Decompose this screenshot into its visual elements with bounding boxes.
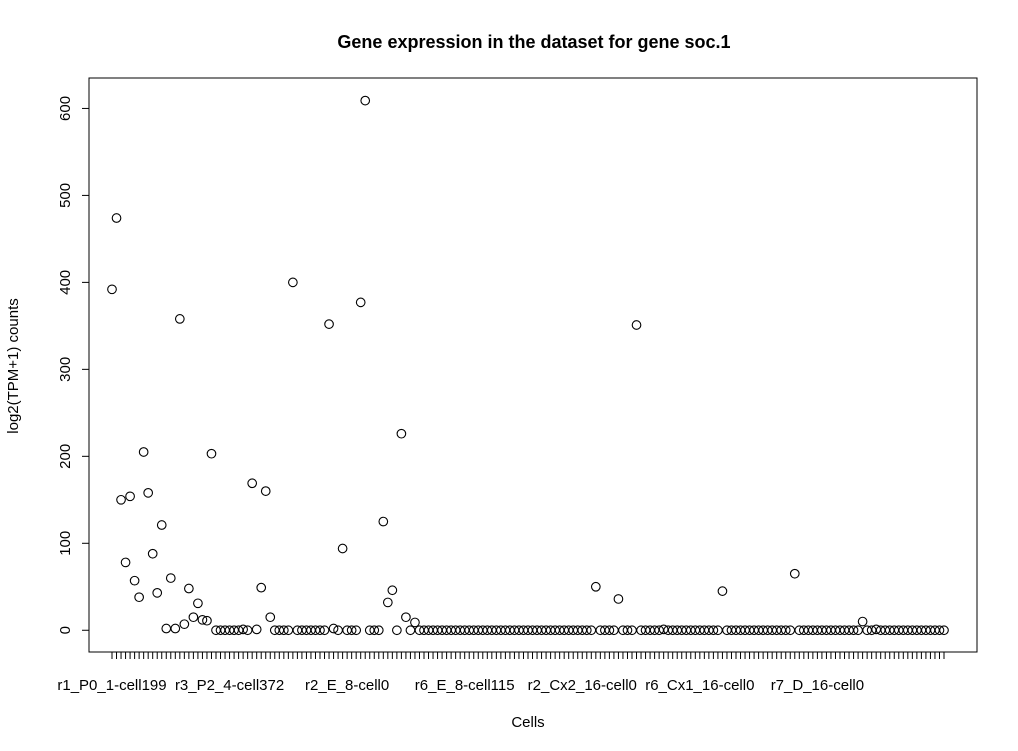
- data-point: [278, 625, 289, 636]
- data-point: [387, 585, 398, 596]
- data-point: [138, 447, 149, 457]
- y-tick-label: 300: [57, 357, 74, 382]
- data-point: [396, 428, 407, 439]
- data-point: [147, 548, 158, 559]
- data-point: [251, 624, 262, 635]
- plot-frame: [88, 77, 978, 653]
- data-point: [848, 625, 859, 636]
- data-point: [378, 516, 389, 527]
- data-point: [238, 624, 248, 635]
- data-point: [197, 614, 208, 625]
- data-point: [247, 478, 258, 489]
- data-point: [346, 625, 357, 636]
- x-axis: r1_P0_1-cell199 r3_P2_4-cell372 r2_E_8-cel…: [57, 651, 945, 694]
- x-tick-label: r7_D_16-cell0: [771, 677, 864, 694]
- x-tick-label: r2_E_8-cell0: [305, 677, 389, 694]
- data-point: [156, 520, 167, 530]
- data-point: [622, 625, 633, 636]
- data-point: [373, 625, 384, 636]
- data-point: [184, 583, 194, 594]
- y-tick-label: 400: [57, 270, 74, 295]
- data-point: [717, 586, 728, 596]
- data-point: [939, 625, 949, 636]
- data-point: [392, 625, 402, 636]
- data-point: [324, 319, 334, 329]
- data-point: [590, 581, 601, 592]
- data-point: [143, 487, 154, 498]
- x-tick-label: r1_P0_1-cell199: [57, 677, 166, 694]
- data-point: [188, 612, 199, 623]
- data-point: [351, 625, 362, 636]
- y-tick-label: 0: [57, 626, 74, 634]
- data-point: [134, 592, 144, 603]
- data-point: [328, 623, 339, 634]
- data-point: [337, 543, 348, 554]
- data-point: [288, 277, 298, 288]
- data-point: [202, 615, 212, 626]
- data-point: [613, 594, 624, 604]
- data-point: [857, 616, 868, 627]
- data-point: [604, 625, 615, 636]
- data-point: [401, 612, 411, 623]
- data-point: [174, 314, 185, 324]
- data-point: [369, 625, 380, 636]
- y-tick-label: 200: [57, 444, 74, 469]
- data-point: [256, 582, 267, 593]
- data-point: [120, 557, 131, 568]
- data-point: [405, 625, 416, 636]
- x-tick-label: r6_Cx1_16-cell0: [645, 677, 754, 694]
- data-point: [265, 612, 276, 623]
- data-point: [165, 573, 176, 583]
- data-point: [111, 213, 122, 223]
- x-tick-label: r6_E_8-cell115: [415, 677, 515, 694]
- data-point: [581, 625, 592, 636]
- data-point: [161, 623, 172, 634]
- data-point: [125, 491, 135, 502]
- x-axis-label: Cells: [511, 714, 544, 731]
- data-point: [789, 568, 800, 579]
- y-tick-label: 100: [57, 531, 74, 556]
- x-tick-label: r3_P2_4-cell372: [175, 677, 284, 694]
- data-point: [382, 597, 393, 608]
- y-tick-label: 500: [57, 183, 74, 208]
- data-points: [107, 95, 949, 636]
- data-point: [193, 598, 203, 609]
- y-tick-label: 600: [57, 96, 74, 121]
- data-point: [170, 623, 181, 634]
- x-tick-label: r2_Cx2_16-cell0: [528, 677, 637, 694]
- data-point: [360, 95, 371, 106]
- data-point: [107, 284, 117, 295]
- data-point: [410, 617, 420, 628]
- data-point: [355, 297, 366, 308]
- data-point: [206, 448, 217, 459]
- y-axis: 0 100 200 300 400 500 600: [57, 96, 90, 634]
- data-point: [934, 625, 945, 636]
- data-point: [116, 494, 126, 505]
- data-point: [708, 625, 719, 636]
- data-point: [260, 486, 271, 496]
- data-point: [152, 588, 163, 598]
- data-point: [129, 575, 140, 586]
- data-point: [319, 625, 330, 636]
- data-point: [631, 320, 642, 330]
- data-point: [315, 625, 325, 636]
- data-point: [780, 625, 791, 636]
- chart-title: Gene expression in the dataset for gene …: [337, 32, 730, 52]
- y-axis-label: log2(TPM+1) counts: [5, 298, 22, 433]
- data-point: [179, 619, 190, 630]
